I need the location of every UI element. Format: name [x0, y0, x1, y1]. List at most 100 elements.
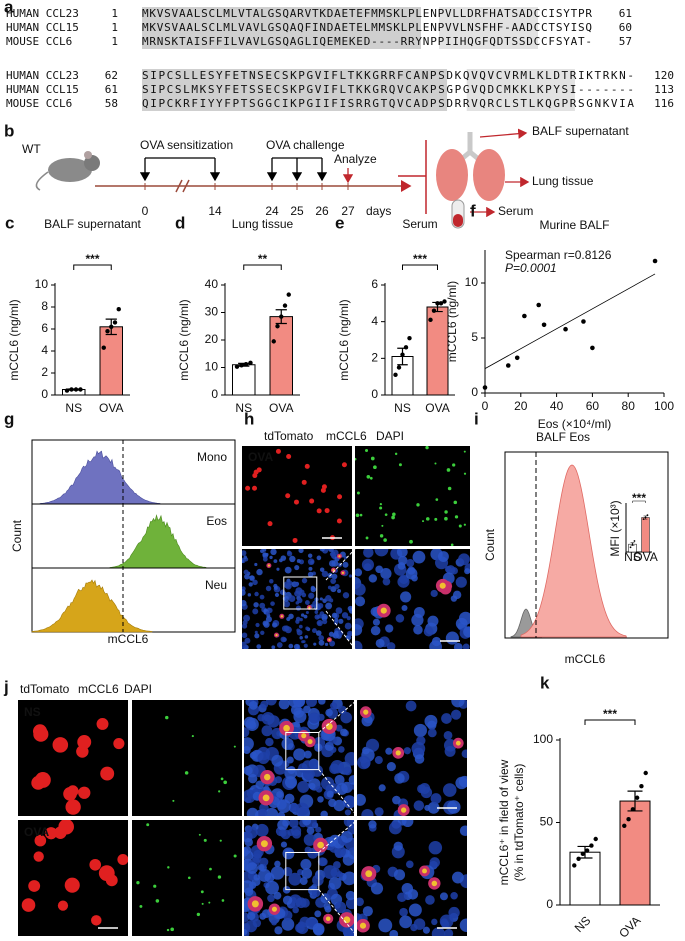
nucleus [378, 918, 393, 933]
green-signal [223, 780, 228, 785]
conserved-shade [466, 69, 575, 111]
nucleus [424, 804, 431, 811]
nucleus [324, 905, 332, 913]
nucleus [341, 612, 349, 619]
nucleus [299, 635, 303, 640]
nucleus [293, 643, 300, 649]
cell [63, 787, 77, 801]
cell [341, 462, 347, 468]
nucleus [299, 916, 311, 928]
green-signal [373, 465, 377, 470]
nucleus [247, 593, 252, 597]
nucleus [345, 897, 354, 910]
nucleus [312, 874, 324, 886]
nucleus [444, 745, 456, 757]
nucleus [439, 892, 448, 901]
data-point [438, 301, 444, 306]
green-signal [220, 777, 224, 781]
nucleus [431, 927, 446, 936]
nucleus [330, 759, 345, 774]
nucleus [428, 840, 443, 855]
cell [89, 858, 102, 871]
nucleus [343, 555, 348, 560]
data-point [590, 345, 595, 351]
nucleus [385, 624, 394, 633]
cell [267, 521, 273, 527]
y-axis-label: mCCL6⁺ in field of view [497, 759, 511, 885]
cell [58, 820, 74, 835]
day-label: 24 [265, 204, 279, 218]
significance-label: ** [258, 252, 268, 266]
micrograph-content [355, 446, 467, 546]
green-signal [359, 513, 363, 517]
nucleus [412, 550, 426, 564]
nucleus [292, 906, 299, 914]
micrograph [132, 820, 242, 936]
nucleus [308, 592, 315, 599]
nucleus [325, 708, 333, 717]
nucleus [280, 841, 288, 848]
nucleus [265, 737, 274, 747]
nucleus [303, 833, 316, 846]
nucleus [397, 575, 410, 588]
nucleus [294, 564, 300, 571]
cell [253, 469, 259, 475]
data-point [234, 364, 240, 369]
nucleus [386, 762, 396, 772]
error-bar [627, 790, 643, 812]
nucleus [328, 549, 334, 552]
y-tick-label: 0 [546, 897, 553, 911]
nucleus [334, 774, 345, 785]
data-point [393, 372, 398, 378]
nucleus [338, 618, 344, 624]
green-signal [218, 790, 221, 793]
day-label: 14 [208, 204, 222, 218]
nucleus [242, 589, 246, 596]
micrograph-content [245, 448, 347, 543]
channel-label: mCCL6 [78, 682, 119, 696]
y-tick-label: 2 [41, 365, 48, 379]
nucleus [279, 829, 287, 838]
nucleus [382, 577, 391, 586]
panel-label: h [244, 409, 254, 428]
nucleus [406, 860, 414, 869]
data-point [116, 307, 121, 312]
nucleus [244, 765, 253, 776]
nucleus [397, 892, 407, 903]
cell-core [267, 564, 271, 567]
nucleus [246, 862, 258, 874]
nucleus [282, 591, 287, 596]
nucleus [288, 820, 299, 828]
nucleus [252, 579, 258, 586]
nucleus [297, 780, 310, 793]
chart-title: BALF Eos [536, 430, 590, 444]
seq-end: 60 [619, 21, 632, 34]
y-tick-label: 20 [205, 332, 219, 346]
nucleus [427, 728, 437, 738]
seq-end: 116 [654, 97, 674, 110]
cell-core [363, 709, 369, 715]
cell [64, 877, 80, 893]
x-tick-label: NS [394, 401, 411, 415]
green-signal [172, 799, 175, 802]
cell [105, 874, 118, 887]
channel-label: DAPI [376, 429, 404, 443]
significance-bracket [73, 264, 112, 270]
nucleus [263, 621, 270, 628]
data-point [581, 319, 586, 324]
nucleus [370, 882, 384, 895]
data-point [634, 795, 640, 800]
green-signal [463, 472, 467, 475]
data-point [403, 345, 409, 350]
micrograph-content [244, 820, 354, 936]
panel-label: e [335, 213, 344, 232]
nucleus [334, 617, 339, 623]
histogram [31, 579, 153, 633]
cell [117, 853, 128, 866]
nucleus [301, 868, 313, 879]
nucleus [317, 614, 323, 619]
nucleus [269, 579, 274, 584]
nucleus [445, 631, 459, 645]
nucleus [267, 607, 271, 611]
nucleus [444, 928, 454, 936]
